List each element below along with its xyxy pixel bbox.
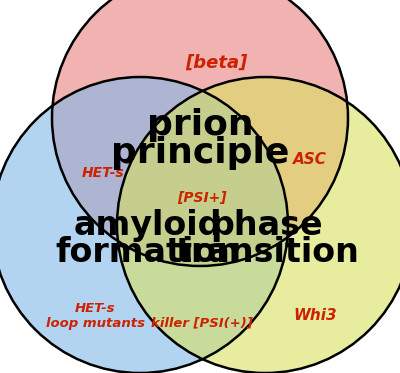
Circle shape <box>0 77 288 373</box>
Text: formation: formation <box>56 236 240 270</box>
Text: Whi3: Whi3 <box>293 308 337 323</box>
Text: prion: prion <box>147 108 253 142</box>
Circle shape <box>117 77 400 373</box>
Text: HET-s: HET-s <box>82 166 125 180</box>
Text: amyloid: amyloid <box>74 209 222 241</box>
Text: HET-s
loop mutants: HET-s loop mutants <box>46 302 144 330</box>
Text: phase: phase <box>211 209 323 241</box>
Text: ASC: ASC <box>293 153 327 167</box>
Text: [PSI+]: [PSI+] <box>177 191 227 205</box>
Circle shape <box>52 0 348 266</box>
Text: transition: transition <box>175 236 359 270</box>
Text: principle: principle <box>111 136 289 170</box>
Text: killer [PSI(+)]: killer [PSI(+)] <box>151 317 253 329</box>
Text: [beta]: [beta] <box>185 54 247 72</box>
